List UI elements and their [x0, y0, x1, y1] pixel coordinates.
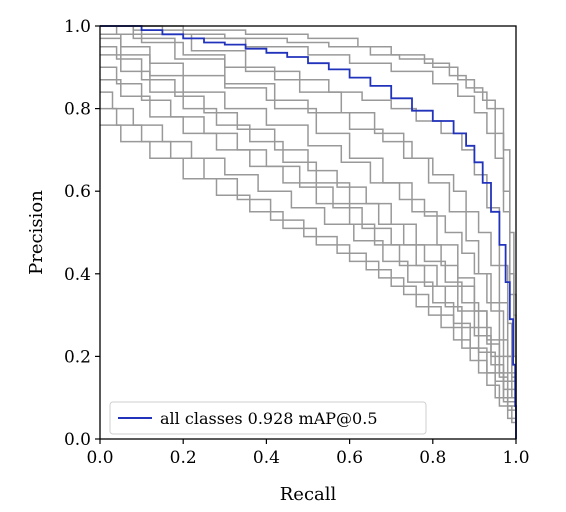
series-line-class-3 — [100, 25, 517, 439]
series-line-class-13 — [100, 124, 517, 439]
series-line-class-15 — [100, 25, 517, 439]
x-tick-label-2: 0.4 — [253, 448, 280, 468]
x-tick-label-1: 0.2 — [170, 448, 197, 468]
x-axis-label: Recall — [280, 484, 337, 505]
x-tick-label-5: 1.0 — [502, 448, 529, 468]
x-tick-label-4: 0.8 — [419, 448, 446, 468]
x-tick-label-0: 0.0 — [86, 448, 113, 468]
y-axis-ticks: 0.0 0.2 0.4 0.6 0.8 1.0 — [64, 17, 100, 450]
y-tick-label-5: 1.0 — [64, 17, 91, 37]
legend-box — [109, 401, 427, 435]
x-axis-ticks: 0.0 0.2 0.4 0.6 0.8 1.0 — [86, 439, 530, 468]
y-tick-label-4: 0.8 — [64, 100, 91, 120]
y-tick-label-2: 0.4 — [64, 265, 91, 285]
y-tick-label-1: 0.2 — [64, 347, 91, 367]
series-line-class-8 — [100, 54, 517, 439]
series-line-class-4 — [100, 25, 517, 439]
curves-group — [100, 25, 517, 439]
legend-label-all-classes: all classes 0.928 mAP@0.5 — [160, 409, 378, 428]
series-line-class-11 — [100, 91, 517, 439]
y-axis-label: Precision — [26, 190, 47, 275]
x-tick-label-3: 0.6 — [336, 448, 363, 468]
series-line-class-10 — [100, 78, 517, 439]
series-line-class-9 — [100, 66, 517, 439]
series-line-class-14 — [100, 25, 517, 439]
plot-frame — [99, 25, 517, 440]
y-tick-label-3: 0.6 — [64, 182, 91, 202]
series-line-all-classes — [100, 25, 517, 439]
series-line-class-5 — [100, 33, 517, 439]
y-tick-label-0: 0.0 — [64, 430, 91, 450]
legend: all classes 0.928 mAP@0.5 — [109, 401, 427, 435]
series-line-class-6 — [100, 37, 517, 439]
